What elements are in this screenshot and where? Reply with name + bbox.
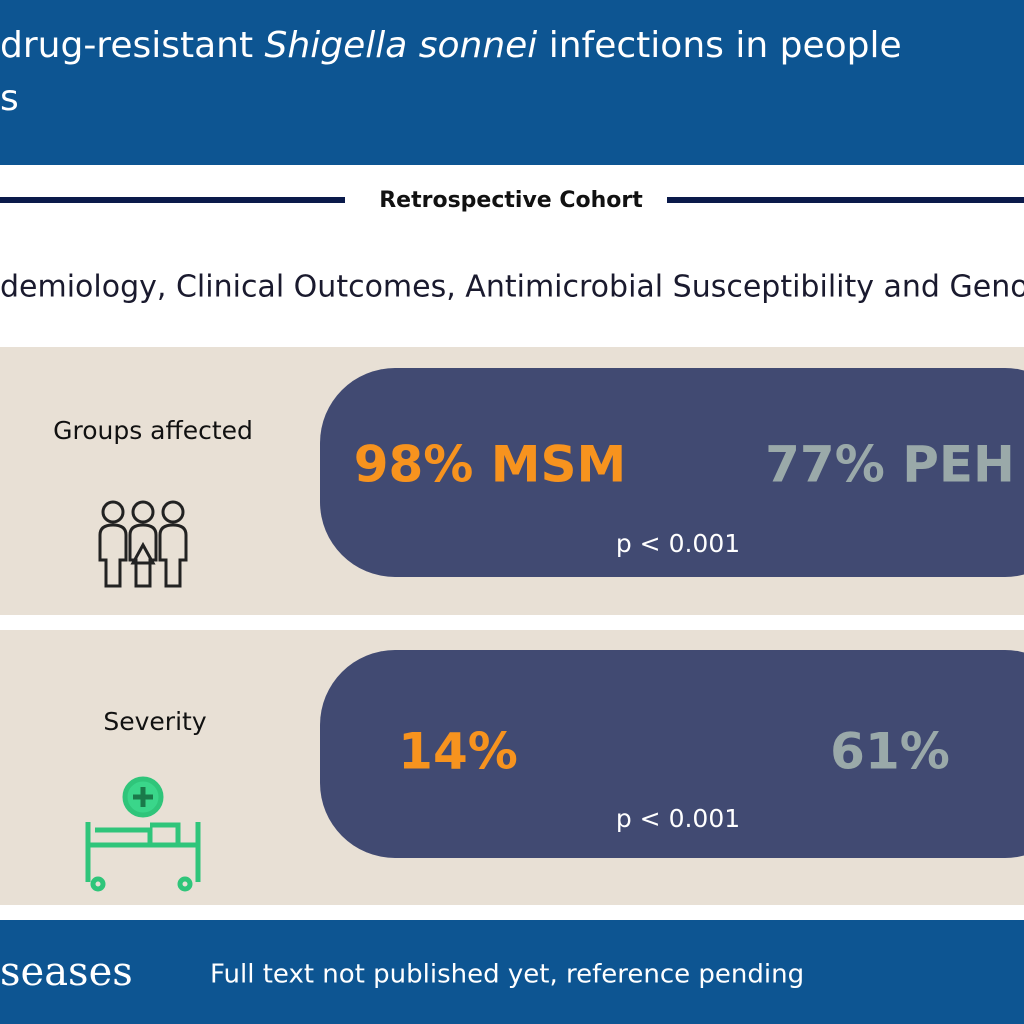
footer-note: Full text not published yet, reference p… [210,960,804,990]
people-icon [98,500,188,588]
study-type: Retrospective Cohort [379,188,643,213]
result-box [320,368,1024,577]
title-part: drug-resistant [0,25,265,66]
title-line2: s [0,78,19,119]
hospital-bed-icon [85,776,201,892]
footer-band [0,920,1024,1024]
title-italic: Shigella sonnei [265,25,538,66]
header-band [0,0,1024,165]
right-value: 77% PEH [765,436,1015,494]
right-value: 61% [830,723,950,781]
subtitle: demiology, Clinical Outcomes, Antimicrob… [0,270,1024,305]
journal-name: seases [0,949,133,995]
title-part: infections in people [537,25,901,66]
p-value: p < 0.001 [616,804,740,833]
panel-label: Severity [103,707,206,736]
p-value: p < 0.001 [616,529,740,558]
title: drug-resistant Shigella sonnei infection… [0,25,902,66]
result-box [320,650,1024,858]
panel-label: Groups affected [53,416,253,445]
left-value: 14% [398,723,518,781]
left-value: 98% MSM [354,436,627,494]
